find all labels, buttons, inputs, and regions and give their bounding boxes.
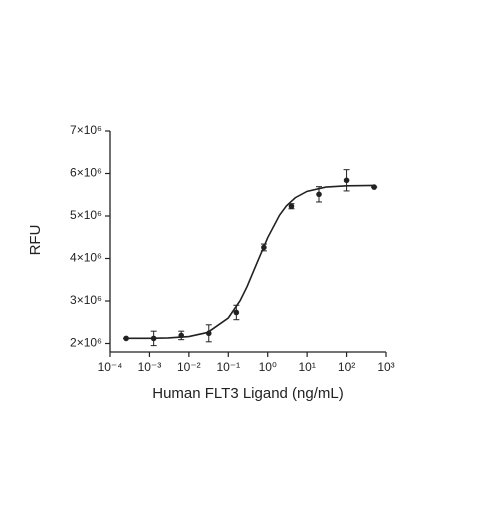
y-tick-label: 7×10⁶ <box>70 123 102 137</box>
y-tick-label: 4×10⁶ <box>70 251 102 265</box>
data-point <box>233 309 240 316</box>
y-tick-label: 2×10⁶ <box>70 336 102 350</box>
data-point <box>371 184 377 190</box>
x-tick-label: 10⁻² <box>177 360 201 374</box>
y-axis-title: RFU <box>27 225 44 256</box>
data-point <box>178 332 185 339</box>
x-tick-label: 10¹ <box>298 360 315 374</box>
data-point <box>316 191 322 198</box>
x-tick-label: 10⁻³ <box>138 360 162 374</box>
y-tick-label: 5×10⁶ <box>70 208 102 222</box>
y-tick-label: 6×10⁶ <box>70 166 102 180</box>
x-tick-label: 10² <box>338 360 355 374</box>
x-tick-label: 10⁰ <box>259 360 277 374</box>
x-tick-label: 10³ <box>377 360 394 374</box>
y-tick-label: 3×10⁶ <box>70 293 102 307</box>
x-tick-label: 10⁻¹ <box>216 360 240 374</box>
data-point <box>123 335 129 342</box>
data-point <box>343 177 350 184</box>
x-axis-title: Human FLT3 Ligand (ng/mL) <box>152 385 343 402</box>
x-tick-label: 10⁻⁴ <box>98 360 123 374</box>
data-point <box>261 244 267 251</box>
data-point <box>288 203 295 210</box>
data-point <box>150 335 157 342</box>
data-point <box>205 330 212 337</box>
